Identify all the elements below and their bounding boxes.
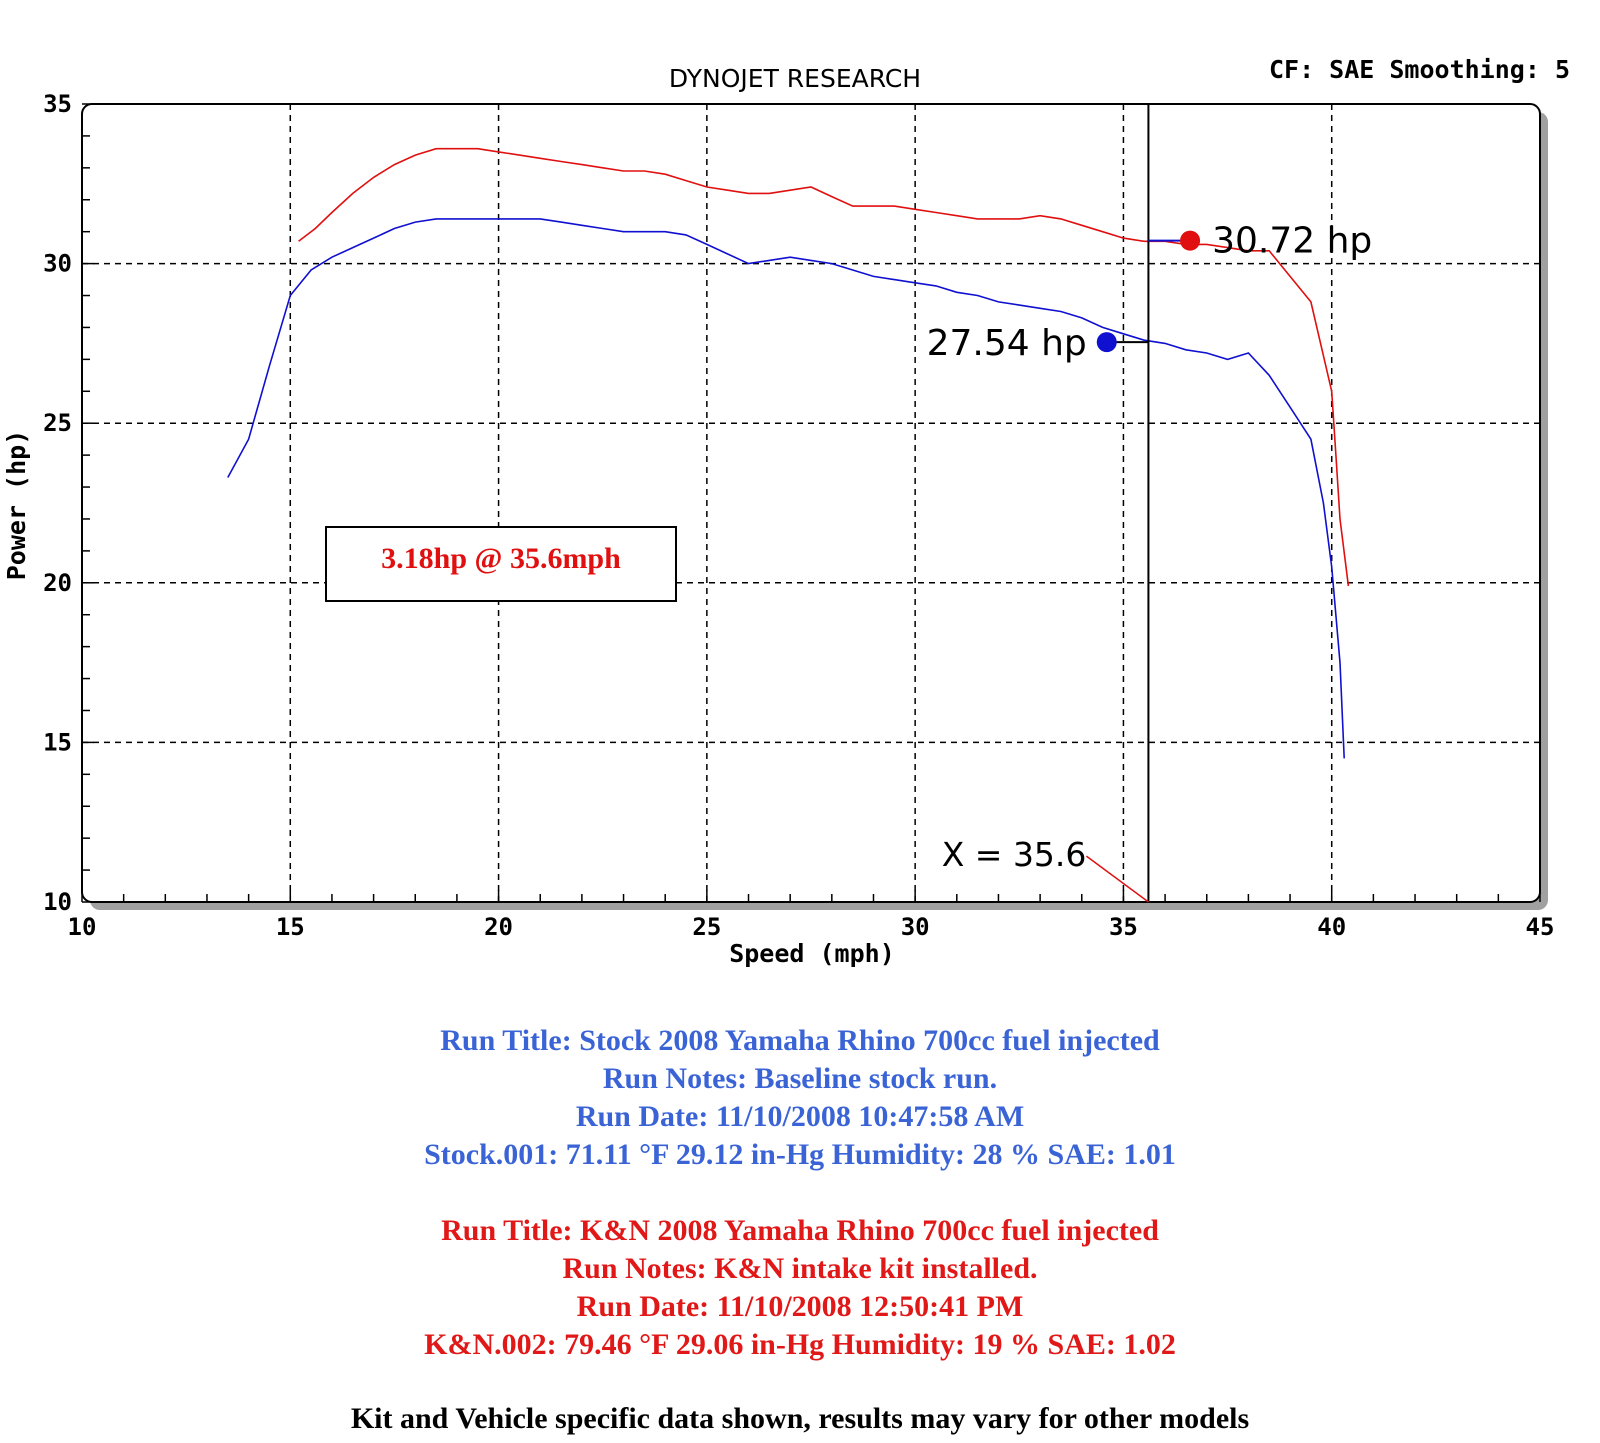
y-tick-label: 35 — [43, 90, 72, 118]
chart-settings: CF: SAE Smoothing: 5 — [1269, 55, 1570, 84]
disclaimer: Kit and Vehicle specific data shown, res… — [350, 1402, 1250, 1435]
series-layer — [227, 147, 1350, 759]
x-tick-label: 35 — [1109, 913, 1138, 941]
plot-area — [81, 103, 1541, 903]
series-line-kn — [298, 147, 1350, 587]
kn-run-date: Run Date: 11/10/2008 12:50:41 PM — [576, 1290, 1024, 1323]
kn-value-label: 30.72 hp — [1212, 221, 1372, 262]
stock-run-title: Run Title: Stock 2008 Yamaha Rhino 700cc… — [440, 1024, 1160, 1057]
grid — [82, 104, 1540, 902]
y-tick-label: 25 — [43, 409, 72, 437]
y-tick-label: 15 — [43, 728, 72, 756]
dyno-chart: DYNOJET RESEARCH CF: SAE Smoothing: 5 10… — [2, 55, 1570, 968]
y-tick-label: 30 — [43, 250, 72, 278]
stock-run-conditions: Stock.001: 71.11 °F 29.12 in-Hg Humidity… — [424, 1138, 1176, 1171]
kn-run-notes: Run Title: K&N 2008 Yamaha Rhino 700cc f… — [0, 1212, 1600, 1364]
cursor-label-pointer — [1085, 855, 1149, 903]
y-axis-label: Power (hp) — [2, 430, 31, 581]
stock-value-marker — [1096, 332, 1117, 353]
y-tick-label: 10 — [43, 888, 72, 916]
marker-layer: 30.72 hp 27.54 hp — [927, 221, 1373, 365]
stock-value-label: 27.54 hp — [927, 323, 1087, 364]
x-tick-label: 20 — [484, 913, 513, 941]
axis-ticks — [81, 103, 1541, 903]
kn-run-conditions: K&N.002: 79.46 °F 29.06 in-Hg Humidity: … — [424, 1328, 1176, 1361]
kn-run-title: Run Title: K&N 2008 Yamaha Rhino 700cc f… — [441, 1214, 1159, 1247]
stock-run-notes-line: Run Notes: Baseline stock run. — [602, 1062, 998, 1095]
kn-run-notes-line: Run Notes: K&N intake kit installed. — [562, 1252, 1038, 1285]
annotation-text: 3.18hp @ 35.6mph — [381, 542, 621, 575]
x-tick-label: 45 — [1526, 913, 1555, 941]
series-line-stock — [227, 218, 1345, 759]
stock-run-date: Run Date: 11/10/2008 10:47:58 AM — [575, 1100, 1025, 1133]
x-tick-label: 30 — [901, 913, 930, 941]
annotation-box — [325, 526, 677, 602]
x-tick-label: 10 — [68, 913, 97, 941]
x-tick-label: 25 — [692, 913, 721, 941]
kn-value-marker — [1180, 230, 1201, 251]
chart-title: DYNOJET RESEARCH — [669, 64, 921, 93]
cursor-label: X = 35.6 — [942, 835, 1087, 874]
x-tick-label: 40 — [1317, 913, 1346, 941]
y-tick-label: 20 — [43, 569, 72, 597]
x-axis-label: Speed (mph) — [729, 939, 895, 968]
x-tick-label: 15 — [276, 913, 305, 941]
stock-run-notes: Run Title: Stock 2008 Yamaha Rhino 700cc… — [0, 1022, 1600, 1174]
tick-labels: 10 15 20 25 30 35 40 45 10 15 20 25 30 35 — [43, 90, 1554, 941]
